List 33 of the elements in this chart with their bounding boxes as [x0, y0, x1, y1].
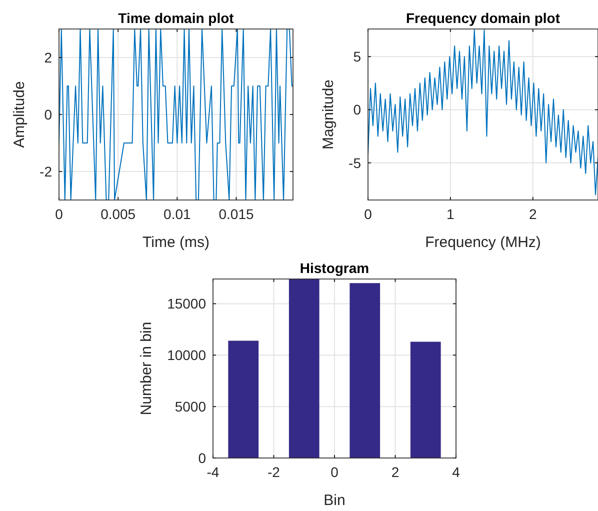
- y-tick-label: 2: [44, 50, 52, 66]
- x-tick-label: -2: [268, 464, 280, 480]
- y-axis-title: Magnitude: [320, 79, 337, 150]
- y-tick-label: 0: [198, 450, 206, 466]
- x-tick-label: 0: [364, 206, 372, 222]
- y-tick-label: 0: [44, 106, 52, 122]
- y-tick-label: 5000: [174, 398, 206, 415]
- x-tick-label: 0: [330, 464, 339, 480]
- x-tick-label: 2: [528, 206, 537, 222]
- y-tick-label: 0: [353, 102, 362, 118]
- x-tick-label: 4: [452, 464, 460, 480]
- y-tick-label: 5: [353, 48, 362, 65]
- x-tick-label: 0.01: [164, 206, 192, 222]
- y-tick-label: 15000: [167, 296, 206, 312]
- y-tick-label: -2: [40, 164, 52, 180]
- x-axis-title: Frequency (MHz): [425, 234, 541, 251]
- x-axis-title: Time (ms): [142, 234, 210, 251]
- chart-title: Frequency domain plot: [406, 10, 560, 26]
- x-tick-label: 2: [391, 464, 400, 480]
- x-tick-label: 0.005: [100, 206, 136, 222]
- x-axis-title: Bin: [324, 492, 346, 509]
- y-tick-label: 10000: [167, 347, 206, 364]
- chart-title: Time domain plot: [118, 10, 234, 26]
- x-tick-label: 0.015: [218, 206, 254, 222]
- x-tick-label: -4: [206, 464, 220, 480]
- line-series: [368, 30, 598, 196]
- chart-title: Histogram: [300, 260, 370, 276]
- line-series: [59, 29, 293, 200]
- x-tick-label: 0: [55, 206, 64, 222]
- y-tick-label: -5: [348, 154, 362, 171]
- y-axis-title: Number in bin: [138, 322, 155, 416]
- y-axis-title: Amplitude: [11, 81, 28, 148]
- x-tick-label: 1: [446, 206, 455, 222]
